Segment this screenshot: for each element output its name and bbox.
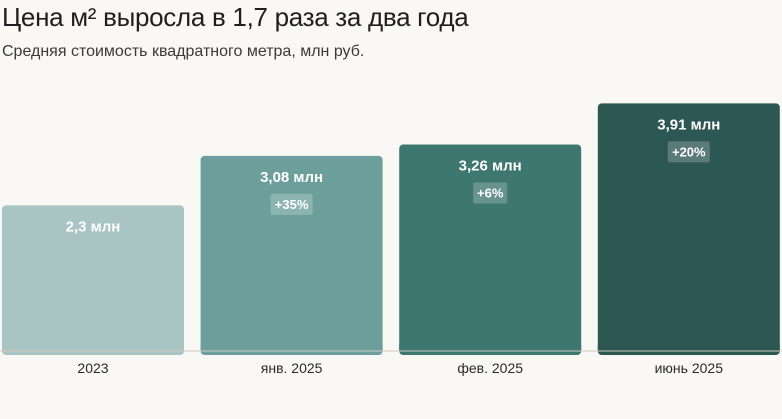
change-badge-label-3: +20%	[672, 144, 706, 159]
chart-title: Цена м² выросла в 1,7 раза за два года	[2, 2, 469, 32]
change-badge-3	[667, 141, 710, 163]
bar-value-label-0: 2,3 млн	[66, 218, 121, 235]
bar-1	[200, 155, 383, 355]
bar-value-label-3: 3,91 млн	[657, 116, 720, 133]
bar-2	[399, 144, 582, 355]
bar-3	[597, 103, 780, 355]
chart-subtitle: Средняя стоимость квадратного метра, млн…	[2, 43, 365, 60]
category-label-2: фев. 2025	[457, 360, 523, 376]
bar-base-0	[2, 345, 184, 351]
bar-base-2	[399, 345, 582, 351]
category-label-0: 2023	[77, 360, 108, 376]
bar-base-1	[200, 345, 383, 351]
bar-value-label-2: 3,26 млн	[459, 158, 522, 175]
bar-value-label-1: 3,08 млн	[260, 169, 323, 186]
change-badge-1	[270, 193, 313, 215]
bar-base-3	[597, 345, 780, 351]
category-label-3: июнь 2025	[655, 360, 724, 376]
category-label-1: янв. 2025	[261, 360, 323, 376]
bar-0	[2, 205, 184, 355]
change-badge-2	[473, 182, 508, 204]
change-badge-label-2: +6%	[477, 186, 504, 201]
change-badge-label-1: +35%	[275, 197, 309, 212]
